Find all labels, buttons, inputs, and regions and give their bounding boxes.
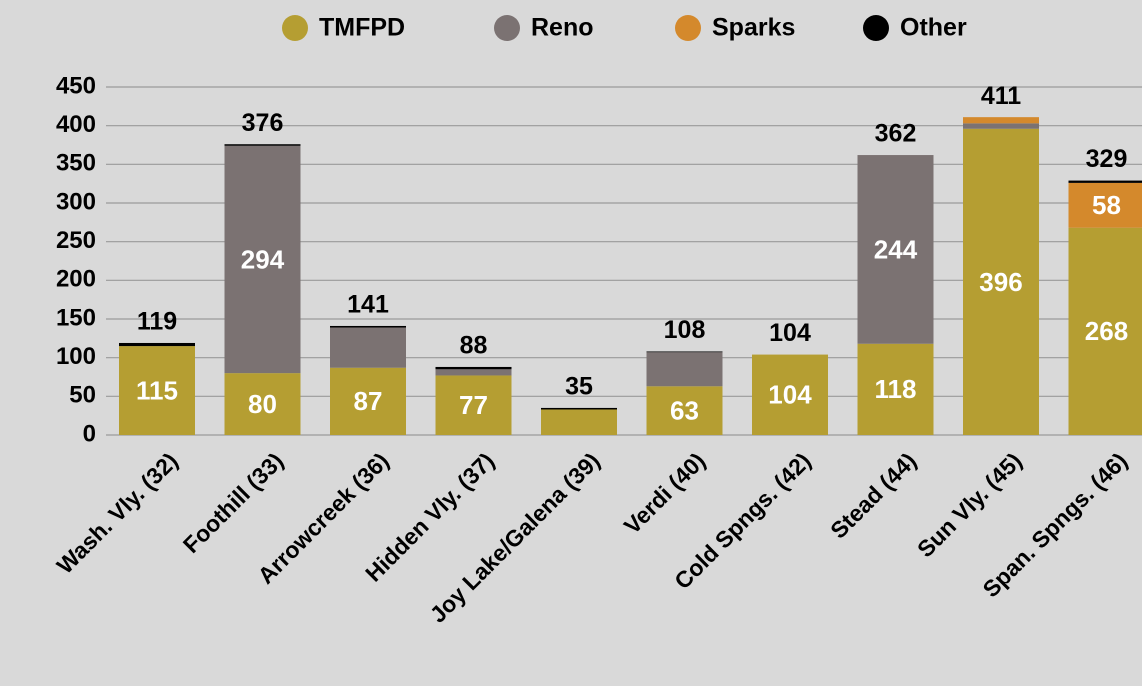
legend-label: Sparks	[712, 14, 795, 42]
y-tick-label: 250	[56, 227, 96, 254]
bar-segment	[857, 155, 934, 344]
bar-segment	[330, 327, 406, 368]
bar-segment	[646, 352, 723, 387]
x-tick-label: Sun Vly. (45)	[912, 447, 1027, 562]
data-label: 115	[136, 375, 178, 405]
bar-segment	[857, 343, 934, 435]
bar-segment	[963, 117, 1039, 124]
bar-segment	[435, 366, 512, 370]
bar-segment	[119, 346, 195, 435]
y-tick-label: 300	[56, 188, 96, 215]
y-tick-label: 350	[56, 150, 96, 177]
bar-segment	[541, 409, 617, 435]
total-label: 329	[1086, 145, 1128, 173]
bar-segment	[646, 386, 723, 435]
y-tick-label: 200	[56, 266, 96, 293]
total-label: 119	[137, 308, 177, 336]
total-label: 88	[460, 332, 488, 360]
data-label: 268	[1085, 316, 1128, 346]
bar-segment	[119, 342, 195, 347]
data-label: 104	[768, 380, 812, 410]
x-tick-label: Foothill (33)	[178, 447, 289, 558]
x-tick-label: Verdi (40)	[619, 447, 711, 539]
total-label: 104	[769, 319, 811, 347]
bar-segment	[1068, 180, 1142, 183]
bar-segment	[224, 145, 301, 374]
y-tick-label: 400	[56, 111, 96, 138]
legend-label: TMFPD	[319, 14, 405, 42]
legend-swatch	[494, 15, 520, 41]
bar-segment	[330, 325, 406, 328]
total-label: 108	[664, 316, 706, 344]
y-tick-label: 0	[83, 420, 96, 447]
bar-segment	[963, 123, 1039, 129]
x-tick-label: Wash. Vly. (32)	[51, 447, 182, 578]
y-tick-label: 450	[56, 72, 96, 99]
data-label: 294	[241, 244, 285, 274]
bar-segment	[330, 367, 406, 435]
bar-segment	[435, 375, 512, 435]
y-tick-label: 150	[56, 304, 96, 331]
total-label: 35	[565, 373, 593, 401]
total-label: 376	[242, 109, 284, 137]
data-label: 396	[979, 267, 1022, 297]
bar-segment	[541, 407, 617, 410]
data-label: 244	[874, 234, 918, 264]
data-label: 77	[459, 390, 488, 420]
bar-segment	[1068, 227, 1142, 435]
bar-segment	[646, 351, 723, 353]
data-label: 87	[354, 386, 383, 416]
bar-segment	[1068, 182, 1142, 228]
bar-segment	[963, 128, 1039, 435]
x-tick-label: Joy Lake/Galena (39)	[425, 447, 605, 627]
legend-label: Reno	[531, 14, 594, 42]
bar-segment	[752, 354, 828, 435]
data-label: 118	[875, 374, 917, 404]
total-label: 141	[347, 291, 389, 319]
bar-segment	[224, 144, 301, 146]
bar-segment	[224, 373, 301, 435]
y-tick-label: 100	[56, 343, 96, 370]
data-label: 63	[670, 396, 699, 426]
total-label: 411	[981, 82, 1021, 110]
x-tick-label: Stead (44)	[825, 447, 921, 543]
legend-swatch	[282, 15, 308, 41]
data-label: 58	[1092, 190, 1121, 220]
data-label: 80	[248, 389, 277, 419]
total-label: 362	[875, 120, 917, 148]
legend-swatch	[675, 15, 701, 41]
y-tick-label: 50	[69, 382, 96, 409]
legend-label: Other	[900, 14, 967, 42]
bar-segment	[435, 369, 512, 376]
legend-swatch	[863, 15, 889, 41]
